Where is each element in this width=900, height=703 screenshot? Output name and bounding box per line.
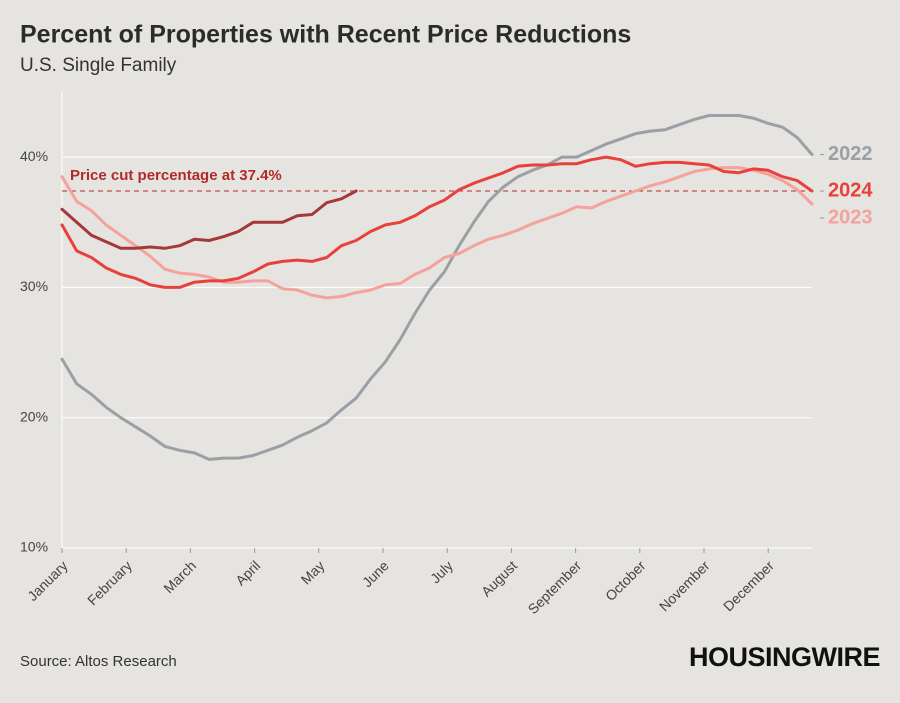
- y-tick-label: 20%: [20, 408, 48, 424]
- x-tick-label: November: [656, 557, 713, 614]
- x-tick-label: December: [720, 557, 777, 614]
- source: Source: Altos Research: [20, 653, 177, 670]
- y-tick-label: 10%: [20, 539, 48, 555]
- chart-title: Percent of Properties with Recent Price …: [20, 21, 631, 49]
- legend-label: 2022: [828, 143, 873, 165]
- y-tick-label: 30%: [20, 278, 48, 294]
- legend-label: 2024: [828, 179, 873, 201]
- x-tick-label: February: [84, 557, 135, 608]
- series-line: [60, 155, 814, 289]
- series-line: [60, 189, 358, 250]
- y-tick-label: 40%: [20, 148, 48, 164]
- reference-label: Price cut percentage at 37.4%: [70, 167, 282, 184]
- x-tick-label: March: [160, 557, 199, 596]
- x-tick-label: October: [602, 557, 649, 604]
- x-tick-label: June: [359, 557, 392, 590]
- series-line: [60, 166, 814, 300]
- x-tick-label: May: [298, 557, 328, 587]
- x-tick-label: September: [525, 557, 585, 617]
- series-line: [60, 114, 814, 461]
- x-tick-label: July: [427, 557, 456, 586]
- x-tick-label: April: [232, 557, 263, 588]
- x-tick-label: January: [24, 557, 71, 604]
- chart-subtitle: U.S. Single Family: [20, 55, 177, 76]
- x-tick-label: August: [478, 557, 520, 599]
- legend-label: 2023: [828, 206, 873, 228]
- plot-area: 10% 20% 30% 40% January February March April May…: [20, 92, 873, 617]
- brand-logo: HOUSINGWIRE: [689, 642, 880, 672]
